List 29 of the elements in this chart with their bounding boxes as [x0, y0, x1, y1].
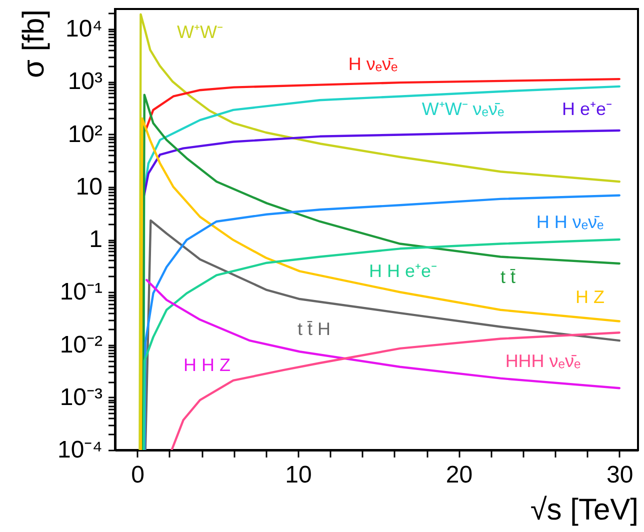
- line-series: [144, 78, 620, 132]
- x-tick-label: 20: [446, 462, 473, 488]
- series-label: H H Z: [184, 355, 230, 375]
- series-label: HHH νₑν̄ₑ: [505, 351, 581, 371]
- y-tick-label: 1: [89, 226, 102, 254]
- series-label: H H e⁺e⁻: [368, 261, 438, 281]
- x-tick-label: 0: [131, 462, 145, 488]
- series-label: W⁺W⁻: [177, 22, 223, 42]
- y-tick-label: 10⁴: [65, 16, 102, 43]
- line-series: [142, 129, 620, 196]
- x-tick-label: 10: [285, 462, 312, 488]
- x-tick-label: 30: [606, 462, 634, 488]
- y-tick-label: 10³: [68, 68, 103, 96]
- series-label: t t̄: [500, 267, 516, 287]
- y-tick-label: 10⁻¹: [60, 278, 103, 306]
- line-series: [138, 13, 620, 450]
- series-label: H e⁺e⁻: [562, 99, 612, 119]
- y-tick-label: 10⁻²: [60, 331, 103, 358]
- y-tick-label: 10⁻⁴: [57, 436, 102, 464]
- series-label: H Z: [576, 287, 604, 307]
- y-tick-label: 10⁻³: [60, 384, 103, 411]
- series-label: H νₑν̄ₑ: [348, 54, 398, 74]
- series-label: t t̄ H: [297, 319, 331, 339]
- y-axis-title: σ [fb]: [17, 10, 50, 78]
- y-tick-label: 10²: [68, 120, 103, 148]
- series-label: H H νₑν̄ₑ: [536, 212, 604, 232]
- y-tick-label: 10: [76, 173, 102, 200]
- x-axis-title: √s [TeV]: [530, 494, 638, 526]
- series-label: W⁺W⁻ νₑν̄ₑ: [422, 99, 504, 119]
